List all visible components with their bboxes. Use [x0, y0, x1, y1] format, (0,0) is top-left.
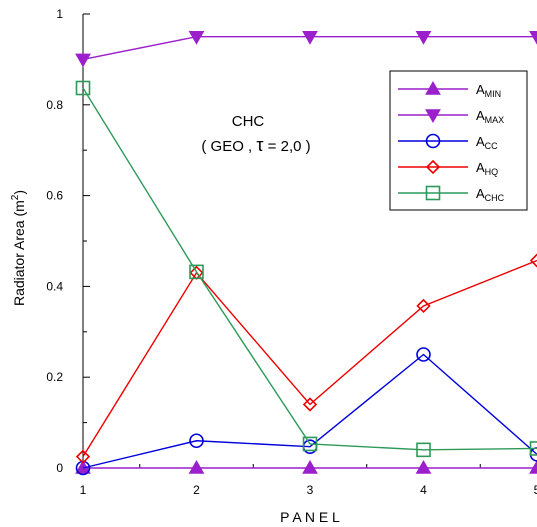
y-tick-label: 1 [56, 7, 63, 21]
y-tick-label: 0.8 [46, 98, 63, 112]
legend-label-hq: AHQ [476, 160, 498, 177]
series-hq [75, 253, 537, 464]
series-max [75, 30, 537, 68]
series-line-hq [82, 259, 537, 458]
legend-item-min: AMIN [398, 80, 501, 99]
point-cc [416, 347, 431, 362]
annotation-condition: ( GEO , τ = 2,0 ) [201, 135, 310, 155]
legend-marker-max [425, 109, 441, 124]
point-chc [189, 264, 204, 280]
legend-label-max: AMAX [476, 108, 504, 125]
y-axis-label: Radiator Area (m2) [10, 190, 27, 306]
legend-marker-min [425, 80, 441, 95]
point-max [75, 53, 91, 68]
point-chc [75, 80, 91, 96]
point-chc [529, 441, 537, 456]
y-tick-label: 0.6 [46, 189, 63, 203]
legend-item-max: AMAX [398, 108, 504, 125]
point-cc [75, 460, 91, 476]
series-chc [75, 80, 537, 458]
point-hq [416, 298, 431, 314]
point-max [529, 30, 537, 45]
legend-item-cc: ACC [398, 133, 498, 151]
legend-item-hq: AHQ [398, 159, 498, 177]
plot-series [75, 30, 537, 476]
series-line-chc [82, 87, 537, 451]
y-tick-label: 0.2 [46, 370, 63, 384]
x-axis-label: P A N E L [280, 509, 340, 525]
point-min [302, 459, 318, 474]
point-hq [529, 253, 537, 268]
point-max [188, 30, 205, 45]
annotation-title: CHC [232, 113, 265, 130]
x-tick-label: 4 [420, 483, 427, 497]
legend-marker-chc [425, 185, 441, 201]
series-cc [75, 347, 537, 476]
point-chc [416, 442, 431, 458]
y-tick-label: 0.4 [46, 279, 63, 293]
legend-label-cc: ACC [476, 134, 498, 151]
point-chc [302, 436, 318, 452]
point-hq [302, 397, 318, 412]
legend-label-chc: ACHC [476, 186, 505, 203]
legend-item-chc: ACHC [398, 185, 505, 203]
point-hq [75, 449, 91, 464]
y-tick-label: 0 [56, 461, 63, 475]
legend-label-min: AMIN [476, 82, 501, 99]
legend-marker-hq [425, 159, 441, 175]
x-tick-label: 1 [80, 483, 87, 497]
point-max [415, 30, 432, 45]
point-cc [189, 433, 204, 449]
point-min [415, 459, 432, 474]
series-min [75, 459, 537, 474]
point-max [302, 30, 318, 45]
point-min [188, 459, 205, 474]
legend: AMIN AMAX ACC AHQ ACHC [389, 70, 528, 211]
x-tick-label: 5 [534, 483, 537, 497]
x-tick-label: 2 [193, 483, 200, 497]
x-tick-label: 3 [307, 483, 314, 497]
series-line-cc [82, 353, 537, 469]
legend-marker-cc [425, 133, 441, 149]
point-min [529, 459, 537, 474]
